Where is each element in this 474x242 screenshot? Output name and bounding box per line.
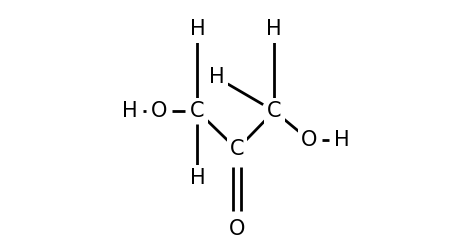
Text: O: O [229, 219, 245, 239]
Text: O: O [301, 130, 317, 150]
Text: C: C [230, 139, 244, 159]
Text: C: C [190, 101, 205, 121]
Text: H: H [190, 20, 205, 39]
Text: O: O [151, 101, 167, 121]
Text: H: H [266, 20, 282, 39]
Text: H: H [190, 168, 205, 188]
Text: H: H [334, 130, 349, 150]
Text: H: H [209, 68, 224, 87]
Text: H: H [122, 101, 138, 121]
Text: C: C [267, 101, 282, 121]
